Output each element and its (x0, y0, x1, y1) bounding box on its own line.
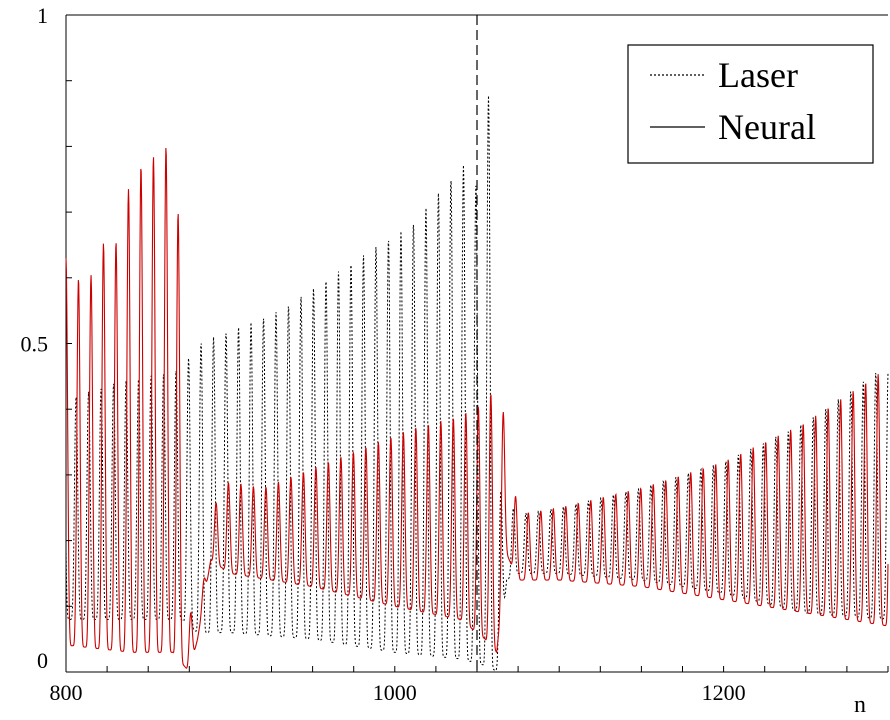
legend-label-neural: Neural (718, 107, 816, 147)
series-line-laser (65, 95, 889, 672)
legend-box (627, 44, 874, 164)
axes-layer: 800 1000 1200 0 0.5 1 n (21, 3, 889, 718)
x-tick-label: 1200 (702, 680, 746, 705)
legend-label-laser: Laser (718, 55, 798, 95)
y-tick-label: 1 (37, 3, 48, 28)
y-tick-label: 0 (37, 648, 48, 673)
x-tick-label: 1000 (373, 680, 417, 705)
x-axis-label: n (854, 692, 866, 718)
y-tick-label: 0.5 (21, 332, 49, 357)
legend: Laser Neural (627, 44, 874, 164)
x-tick-label: 800 (50, 680, 83, 705)
